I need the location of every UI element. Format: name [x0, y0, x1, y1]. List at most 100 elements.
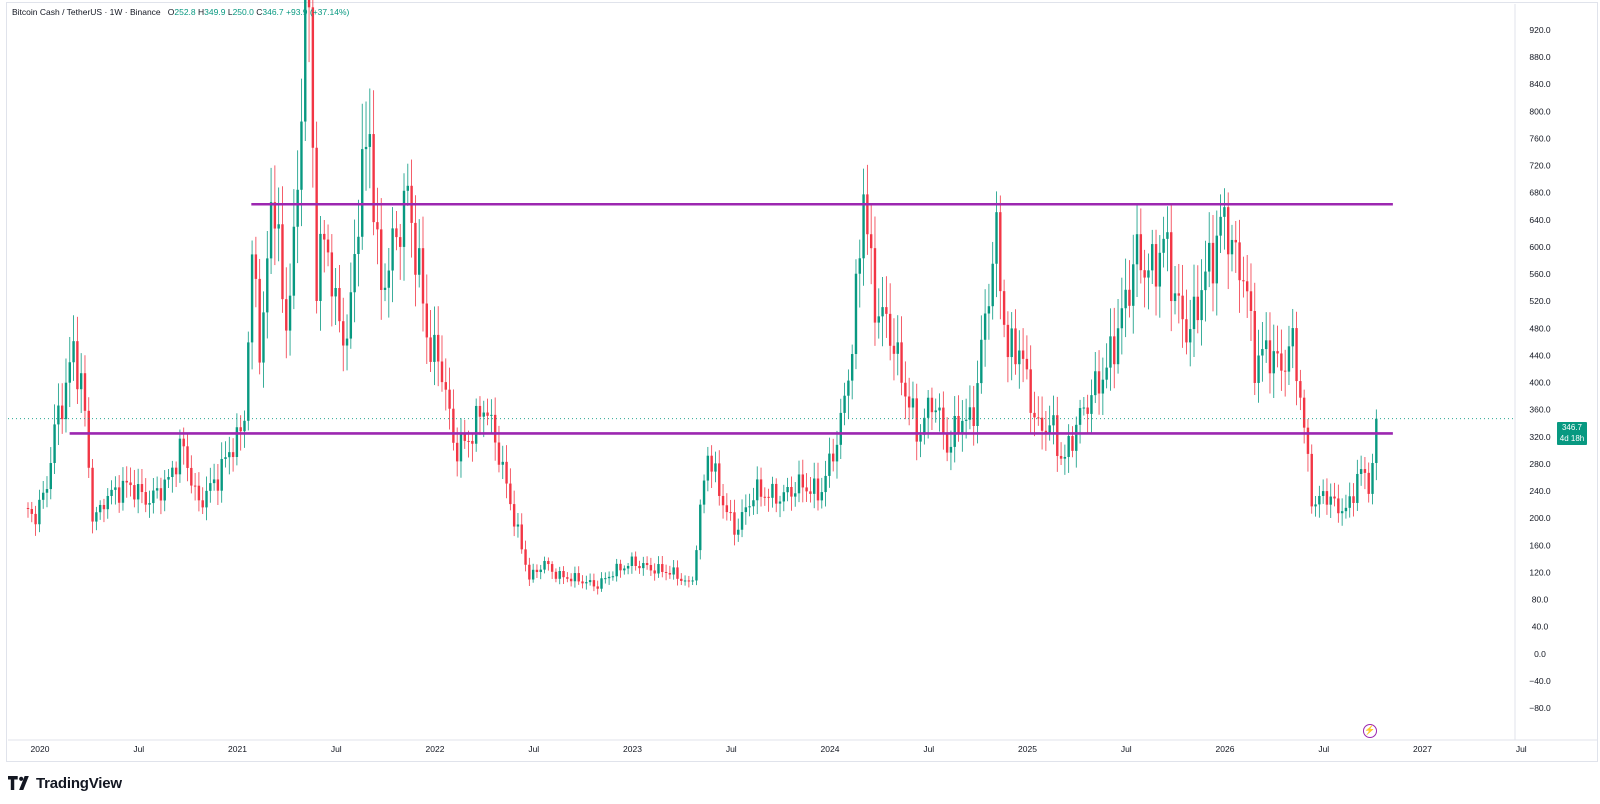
candle-body	[1040, 417, 1044, 431]
candle-body	[558, 571, 561, 579]
candle-body	[957, 415, 960, 433]
legend-open: 252.8	[174, 7, 196, 17]
candle-body	[619, 563, 622, 571]
candle-body	[421, 248, 425, 304]
candle-body	[319, 233, 322, 301]
time-axis[interactable]: 2020 Jul 2021 Jul 2022 Jul 2023 Jul 2024 Jul 2025 J…	[31, 744, 1527, 754]
candle-body	[167, 477, 170, 480]
candle-body	[76, 341, 79, 390]
candle-body	[839, 412, 842, 445]
candle-body	[247, 342, 250, 421]
candle-body	[661, 564, 664, 572]
x-tick-label: Jul	[726, 744, 737, 754]
candle-body	[858, 258, 861, 274]
lightning-bolt-icon[interactable]: ⚡	[1363, 724, 1377, 738]
price-axis[interactable]: 920.0 880.0 840.0 800.0 760.0 720.0 680.0 640.0…	[1529, 25, 1551, 713]
tradingview-brand[interactable]: TradingView	[8, 774, 122, 792]
candle-body	[26, 507, 30, 509]
candle-body	[664, 571, 668, 573]
candle-body	[357, 236, 360, 255]
candle-body	[566, 577, 569, 579]
candle-body	[607, 576, 611, 579]
candle-body	[1333, 496, 1336, 499]
candle-body	[380, 229, 383, 290]
candle-body	[292, 226, 296, 296]
candle-body	[767, 496, 770, 498]
candle-body	[482, 412, 485, 417]
candle-body	[1128, 289, 1131, 306]
candle-body	[1158, 252, 1162, 287]
candle-body	[588, 580, 592, 583]
candle-body	[634, 556, 637, 566]
candle-body	[535, 569, 539, 573]
candle-body	[212, 479, 216, 484]
candle-body	[349, 292, 353, 339]
x-tick-label: 2024	[821, 744, 840, 754]
candle-body	[277, 224, 280, 229]
candle-body	[1025, 358, 1029, 370]
candle-body	[995, 212, 998, 264]
legend-high: 349.9	[204, 7, 226, 17]
candle-body	[1272, 351, 1275, 374]
candle-body	[1177, 293, 1181, 296]
candle-body	[907, 396, 911, 408]
y-tick-label: 680.0	[1529, 188, 1551, 198]
candle-body	[174, 467, 178, 475]
candle-body	[1283, 370, 1287, 372]
candle-body	[1139, 234, 1143, 271]
candle-body	[459, 432, 463, 462]
candle-body	[1109, 336, 1112, 368]
candle-body	[630, 556, 634, 566]
candle-body	[904, 382, 907, 397]
symbol-legend[interactable]: Bitcoin Cash / TetherUS · 1W · Binance O…	[12, 7, 349, 17]
candle-body	[983, 313, 987, 340]
chart-pane[interactable]	[6, 2, 1598, 762]
candle-body	[1090, 395, 1093, 414]
legend-high-label: H	[198, 7, 205, 17]
candle-body	[273, 202, 277, 229]
candle-body	[182, 438, 185, 447]
candle-body	[915, 398, 918, 442]
candle-body	[79, 373, 83, 390]
candle-body	[930, 397, 934, 413]
candle-body	[338, 288, 341, 322]
candle-body	[638, 565, 641, 569]
candle-body	[288, 295, 292, 331]
candle-body	[376, 222, 379, 230]
candle-body	[448, 389, 451, 409]
candle-body	[34, 513, 37, 525]
candle-body	[1033, 412, 1036, 418]
candle-body	[911, 398, 915, 408]
candle-body	[1299, 381, 1302, 398]
x-tick-label: Jul	[331, 744, 342, 754]
candle-body	[41, 492, 45, 500]
candle-body	[490, 414, 493, 416]
candle-body	[436, 334, 440, 362]
last-price-value: 346.7	[1561, 423, 1583, 432]
candle-body	[1010, 328, 1013, 358]
candle-body	[866, 194, 869, 235]
y-tick-label: 600.0	[1529, 242, 1551, 252]
horizontal-levels[interactable]	[8, 202, 1515, 435]
candle-body	[1192, 296, 1196, 330]
candle-body	[1071, 436, 1074, 451]
x-tick-label: Jul	[133, 744, 144, 754]
candle-body	[1094, 371, 1097, 396]
candle-body	[577, 573, 580, 582]
candle-body	[1067, 436, 1070, 457]
candle-body	[520, 524, 523, 550]
candle-body	[1082, 407, 1086, 409]
candle-body	[345, 338, 349, 346]
candle-body	[159, 488, 163, 501]
candle-body	[972, 407, 975, 426]
candle-body	[528, 564, 531, 580]
candle-body	[683, 580, 687, 582]
candle-body	[307, 0, 311, 8]
candle-body	[478, 405, 482, 417]
candle-body	[718, 463, 721, 496]
candle-body	[1170, 232, 1173, 302]
x-tick-label: Jul	[1516, 744, 1527, 754]
candle-body	[896, 342, 899, 354]
candle-body	[554, 571, 558, 579]
